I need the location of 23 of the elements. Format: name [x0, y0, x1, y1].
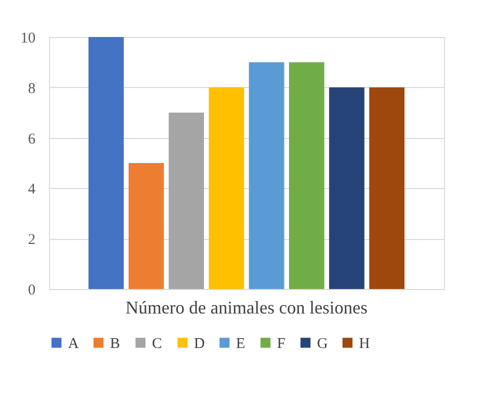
- bar: [369, 87, 404, 289]
- legend-label: E: [236, 336, 246, 352]
- legend-label: D: [194, 336, 205, 352]
- bar: [248, 62, 284, 289]
- legend-label: B: [110, 336, 120, 352]
- legend-label: G: [317, 336, 328, 352]
- legend-label: A: [68, 336, 79, 352]
- legend-label: H: [359, 336, 370, 352]
- y-tick-label: 10: [20, 30, 36, 46]
- y-tick-label: 0: [28, 282, 36, 298]
- legend-label: F: [277, 336, 286, 352]
- bar: [289, 62, 324, 289]
- bar: [128, 163, 164, 289]
- y-tick-label: 8: [28, 80, 36, 97]
- bar: [88, 37, 124, 289]
- y-tick-label: 2: [28, 232, 36, 248]
- bar: [168, 112, 204, 289]
- legend-label: C: [152, 336, 162, 352]
- bar: [208, 87, 244, 289]
- y-tick-label: 4: [28, 182, 36, 198]
- x-tick-label: Número de animales con lesiones: [126, 298, 368, 318]
- y-tick-label: 6: [28, 131, 36, 148]
- bar: [329, 87, 364, 289]
